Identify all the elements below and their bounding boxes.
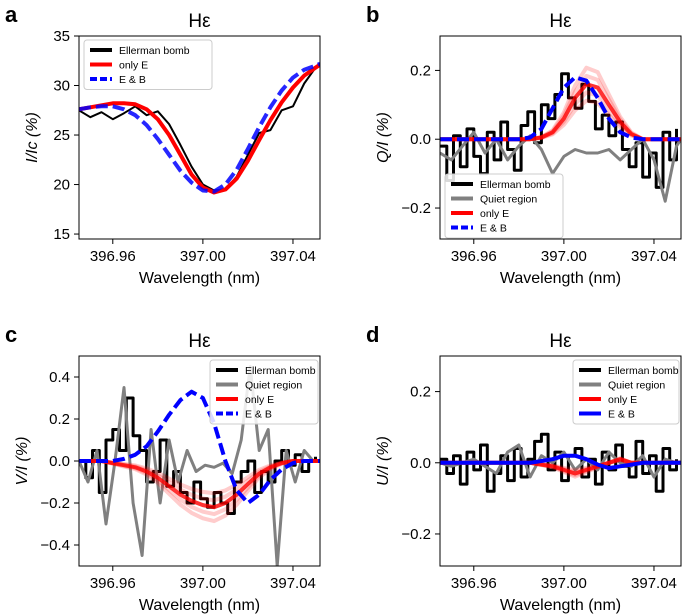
- series-only-e-line: [79, 63, 320, 195]
- legend-label: only E: [245, 394, 274, 406]
- y-tick-label: −0.2: [401, 526, 431, 543]
- x-axis-label: Wavelength (nm): [500, 597, 621, 614]
- panel-letter: b: [366, 2, 379, 27]
- series-e-b-line: [79, 389, 320, 505]
- legend: Ellerman bomb Quiet region only E E & B: [572, 359, 680, 425]
- series-quiet-region-line: [79, 365, 320, 566]
- legend-label: Ellerman bomb: [480, 179, 551, 191]
- y-tick-label: 25: [53, 127, 70, 144]
- panel-a-frame: [78, 35, 321, 240]
- legend-label: Quiet region: [480, 194, 537, 206]
- y-tick-label: −0.2: [401, 200, 431, 217]
- legend: Ellerman bomb Quiet region only E E & B: [209, 359, 319, 425]
- x-axis-label: Wavelength (nm): [139, 270, 260, 287]
- panel-letter: a: [5, 2, 18, 27]
- x-tick-label: 397.00: [180, 575, 226, 592]
- x-tick-label: 397.04: [270, 248, 316, 265]
- series-e-b-line: [79, 61, 320, 194]
- legend-label: Quiet region: [608, 380, 665, 392]
- series-only-e-line: [79, 459, 320, 510]
- legend: Ellerman bomb Quiet region only E E & B: [444, 173, 564, 239]
- legend-label: Ellerman bomb: [119, 45, 190, 57]
- panel-b-frame: [439, 35, 682, 240]
- panel-title: Hε: [188, 331, 211, 352]
- panel-letter: c: [5, 322, 17, 347]
- panel-letter: d: [366, 322, 379, 347]
- panel-c: 396.96 397.00 397.04 −0.4 −0.2 0.0 0.2 0.4 Hε c Wa…: [5, 322, 321, 614]
- y-tick-label: 0.0: [49, 453, 70, 470]
- y-axis-label: Q/I (%): [375, 112, 392, 163]
- series-e-b-line: [440, 453, 681, 471]
- legend-label: Ellerman bomb: [245, 365, 316, 377]
- panel-d-plot-area: [440, 432, 681, 493]
- panel-b-plot-area: [440, 65, 681, 203]
- x-axis-label: Wavelength (nm): [500, 270, 621, 287]
- legend-label: only E: [119, 60, 148, 72]
- panel-c-plot-area: [79, 365, 320, 566]
- legend-box: [572, 359, 680, 425]
- x-tick-label: 397.00: [180, 248, 226, 265]
- y-tick-label: 15: [53, 226, 70, 243]
- series-ellerman-bomb-line: [79, 396, 317, 515]
- x-axis-label: Wavelength (nm): [139, 597, 260, 614]
- x-tick-label: 397.00: [541, 248, 587, 265]
- legend-label: Ellerman bomb: [608, 365, 679, 377]
- panel-a: 396.96 397.00 397.04 15 20 25 30 35 Hε a Wavelengt…: [5, 2, 321, 287]
- y-tick-label: 20: [53, 177, 70, 194]
- x-tick-label: 397.04: [270, 575, 316, 592]
- x-tick-label: 396.96: [90, 575, 136, 592]
- y-tick-label: 0.2: [49, 411, 70, 428]
- series-e-b-line: [440, 75, 681, 142]
- panel-d: 396.96 397.00 397.04 −0.2 0.0 0.2 Hε d Wavelengt…: [366, 322, 682, 614]
- legend-label: only E: [608, 394, 637, 406]
- panel-a-plot-area: [79, 61, 320, 195]
- panel-title: Hε: [549, 11, 572, 32]
- panel-title: Hε: [549, 331, 572, 352]
- y-axis-label: V/I (%): [14, 437, 31, 486]
- y-tick-label: 0.2: [410, 384, 431, 401]
- y-tick-label: −0.4: [40, 537, 70, 554]
- legend-label: E & B: [480, 223, 507, 235]
- y-tick-label: 0.0: [410, 131, 431, 148]
- panel-b: 396.96 397.00 397.04 −0.2 0.0 0.2 Hε b Wavelengt…: [366, 2, 682, 287]
- legend-box: [83, 39, 213, 90]
- x-tick-label: 397.04: [631, 248, 677, 265]
- y-axis-label: I/Ic (%): [24, 112, 41, 163]
- panel-d-frame: [439, 355, 682, 567]
- y-tick-label: 30: [53, 78, 70, 95]
- legend-label: E & B: [245, 409, 272, 421]
- y-tick-label: 0.4: [49, 369, 70, 386]
- x-tick-label: 396.96: [451, 248, 497, 265]
- panel-title: Hε: [188, 11, 211, 32]
- legend-label: Quiet region: [245, 380, 302, 392]
- x-tick-label: 397.04: [631, 575, 677, 592]
- legend-label: only E: [480, 208, 509, 220]
- x-tick-label: 397.00: [541, 575, 587, 592]
- y-tick-label: 0.0: [410, 455, 431, 472]
- legend-label: E & B: [608, 409, 635, 421]
- x-tick-label: 396.96: [90, 248, 136, 265]
- y-tick-label: 35: [53, 28, 70, 45]
- legend: Ellerman bomb only E E & B: [83, 39, 213, 90]
- series-quiet-region-line: [440, 130, 681, 203]
- legend-label: E & B: [119, 74, 146, 86]
- legend-box: [444, 173, 564, 239]
- x-tick-label: 396.96: [451, 575, 497, 592]
- legend-box: [209, 359, 319, 425]
- series-ellerman-bomb-line: [440, 432, 678, 493]
- y-axis-label: U/I (%): [375, 436, 392, 486]
- y-tick-label: 0.2: [410, 62, 431, 79]
- y-tick-label: −0.2: [40, 495, 70, 512]
